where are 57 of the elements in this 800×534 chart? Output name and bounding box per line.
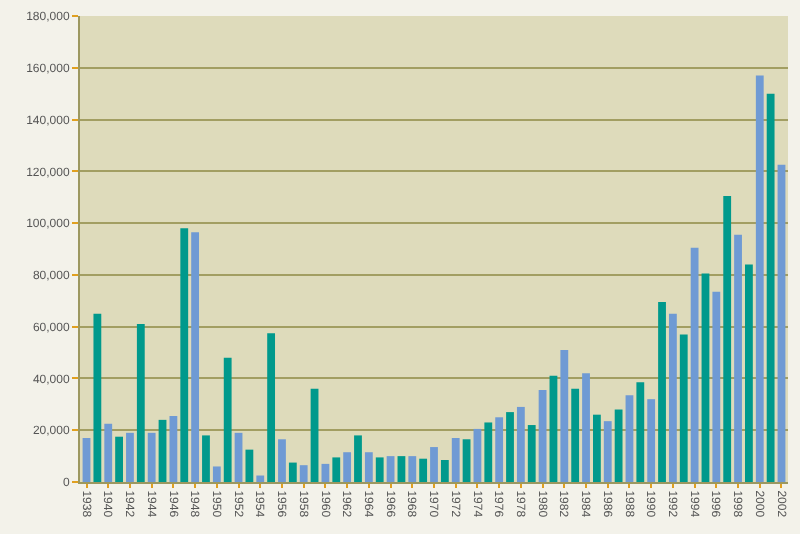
- bar: [223, 357, 232, 482]
- bar: [343, 452, 352, 482]
- bar: [364, 452, 373, 482]
- bar: [668, 313, 677, 482]
- bar: [288, 462, 297, 482]
- bar: [495, 417, 504, 482]
- bar: [212, 466, 221, 482]
- bar: [636, 382, 645, 482]
- bar: [516, 406, 525, 482]
- bar: [408, 456, 417, 482]
- bar: [560, 349, 569, 482]
- bar: [430, 447, 438, 482]
- bar: [191, 232, 200, 482]
- bar: [734, 234, 742, 482]
- bar: [267, 333, 276, 482]
- bar: [332, 457, 341, 482]
- bar: [147, 432, 156, 482]
- bar: [527, 425, 536, 482]
- bar: [690, 247, 699, 482]
- bar: [386, 456, 395, 482]
- bar: [462, 439, 471, 482]
- bar: [766, 93, 775, 482]
- bar: [647, 399, 656, 482]
- bar: [755, 75, 764, 482]
- bar: [419, 458, 428, 482]
- bar: [625, 395, 634, 482]
- bar: [126, 432, 134, 482]
- bar: [136, 324, 145, 482]
- bar: [484, 422, 493, 482]
- bar: [506, 412, 514, 482]
- bar: [180, 228, 189, 482]
- bar: [299, 465, 308, 482]
- bar: [245, 449, 254, 482]
- bar: [202, 435, 210, 482]
- bar: [104, 423, 113, 482]
- bar: [679, 334, 688, 482]
- bar: [603, 421, 612, 482]
- bar: [582, 373, 590, 482]
- bar: [745, 264, 753, 482]
- bar: [256, 475, 265, 482]
- bar: [571, 388, 580, 482]
- bar: [397, 456, 406, 482]
- bar: [82, 437, 91, 482]
- bar: [614, 409, 623, 482]
- bar: [723, 195, 732, 482]
- bar: [592, 414, 601, 482]
- bar: [93, 313, 102, 482]
- bar: [354, 435, 362, 482]
- bar: [712, 291, 721, 482]
- bar: [169, 415, 178, 482]
- bar: [451, 437, 460, 482]
- bar: [278, 439, 286, 482]
- bar: [538, 390, 547, 482]
- bar: [658, 302, 666, 482]
- bar: [375, 457, 384, 482]
- bar: [115, 436, 123, 482]
- bar: [440, 460, 449, 482]
